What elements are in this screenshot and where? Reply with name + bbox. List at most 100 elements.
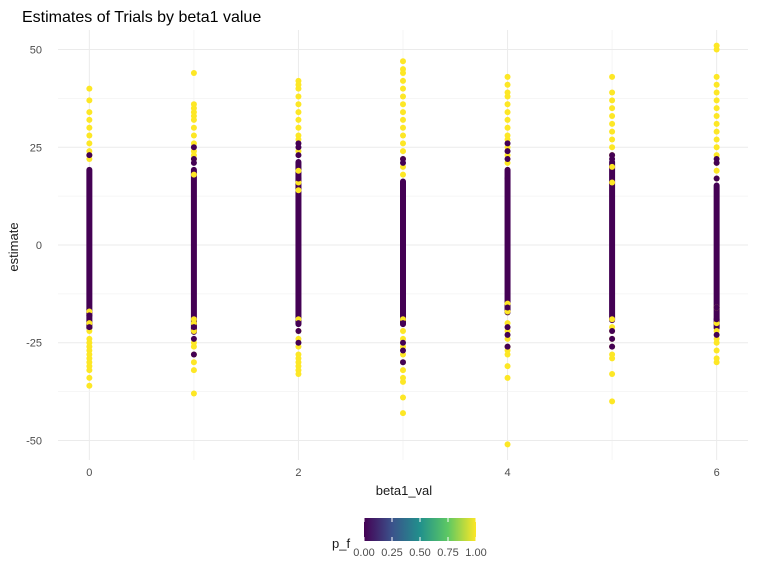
colorbar-label: 0.50 — [409, 547, 430, 559]
data-point — [295, 167, 302, 174]
data-point — [400, 124, 406, 131]
chart-title: Estimates of Trials by beta1 value — [22, 9, 261, 26]
data-point — [295, 371, 302, 377]
colorbar — [364, 518, 476, 541]
data-point — [713, 105, 720, 112]
data-point — [400, 140, 406, 147]
data-point — [609, 163, 616, 170]
data-point — [295, 175, 302, 182]
data-point — [609, 355, 616, 362]
data-point — [400, 132, 406, 139]
data-point — [295, 320, 302, 327]
data-point — [609, 73, 616, 80]
x-axis-ticks: 0 2 4 6 — [86, 467, 719, 479]
data-point — [295, 328, 302, 334]
data-point — [713, 97, 720, 104]
data-point — [295, 85, 302, 92]
data-point — [86, 152, 93, 159]
data-point — [713, 316, 720, 323]
data-point — [609, 136, 616, 143]
data-point — [295, 152, 302, 159]
data-point — [400, 320, 406, 327]
point-band — [609, 159, 616, 324]
data-point — [295, 93, 302, 100]
colorbar-ticks: 0.00 0.25 0.50 0.75 1.00 — [353, 518, 487, 559]
data-point — [86, 124, 93, 131]
data-points — [86, 42, 720, 448]
data-point — [713, 136, 720, 143]
data-point — [400, 394, 406, 401]
data-point — [190, 70, 197, 76]
y-axis-ticks: -50 -25 0 25 50 — [26, 45, 42, 448]
data-point — [190, 351, 197, 358]
data-point — [400, 328, 406, 334]
data-point — [504, 304, 511, 311]
data-point — [504, 116, 511, 123]
data-point — [86, 140, 93, 147]
data-point — [504, 374, 511, 381]
data-point — [190, 359, 197, 366]
data-point — [400, 101, 406, 108]
data-point — [504, 140, 511, 147]
data-point — [295, 109, 302, 116]
data-point — [190, 324, 197, 331]
y-tick-label: -25 — [26, 338, 42, 350]
data-point — [609, 156, 616, 162]
data-point — [713, 167, 720, 174]
data-point — [400, 347, 406, 354]
data-point — [400, 85, 406, 92]
point-band — [86, 166, 93, 331]
data-point — [190, 116, 197, 123]
data-point — [190, 159, 197, 166]
data-point — [400, 359, 406, 366]
data-point — [504, 343, 511, 350]
data-point — [400, 116, 406, 123]
data-point — [504, 148, 511, 155]
color-legend: p_f 0.00 0.25 0.50 0.75 1.00 — [332, 518, 487, 559]
data-point — [295, 124, 302, 131]
data-point — [609, 316, 616, 323]
y-tick-label: 50 — [30, 45, 42, 57]
x-tick-label: 6 — [714, 467, 720, 479]
data-point — [504, 156, 511, 162]
data-point — [713, 81, 720, 88]
data-point — [190, 171, 197, 178]
data-point — [86, 85, 93, 92]
data-point — [609, 120, 616, 127]
data-point — [609, 144, 616, 151]
data-point — [400, 93, 406, 100]
x-axis-title: beta1_val — [376, 483, 432, 498]
data-point — [713, 89, 720, 96]
data-point — [609, 371, 616, 377]
data-point — [190, 132, 197, 139]
data-point — [400, 148, 406, 155]
data-point — [400, 378, 406, 385]
colorbar-label: 0.75 — [437, 547, 458, 559]
colorbar-label: 0.25 — [381, 547, 402, 559]
data-point — [713, 128, 720, 135]
data-point — [713, 304, 720, 311]
point-band — [713, 182, 720, 331]
data-point — [609, 328, 616, 334]
data-point — [190, 335, 197, 342]
data-point — [400, 58, 406, 65]
data-point — [504, 73, 511, 80]
data-point — [713, 46, 720, 53]
data-point — [713, 144, 720, 151]
data-point — [713, 339, 720, 346]
data-point — [400, 159, 406, 166]
y-tick-label: -50 — [26, 435, 42, 447]
data-point — [504, 351, 511, 358]
data-point — [400, 410, 406, 417]
data-point — [400, 171, 406, 178]
data-point — [295, 339, 302, 346]
data-point — [86, 312, 93, 319]
data-point — [295, 144, 302, 151]
y-tick-label: 0 — [36, 240, 42, 252]
colorbar-label: 1.00 — [465, 547, 486, 559]
data-point — [295, 101, 302, 108]
y-tick-label: 25 — [30, 142, 42, 154]
data-point — [86, 97, 93, 104]
data-point — [190, 124, 197, 131]
data-point — [504, 324, 511, 331]
